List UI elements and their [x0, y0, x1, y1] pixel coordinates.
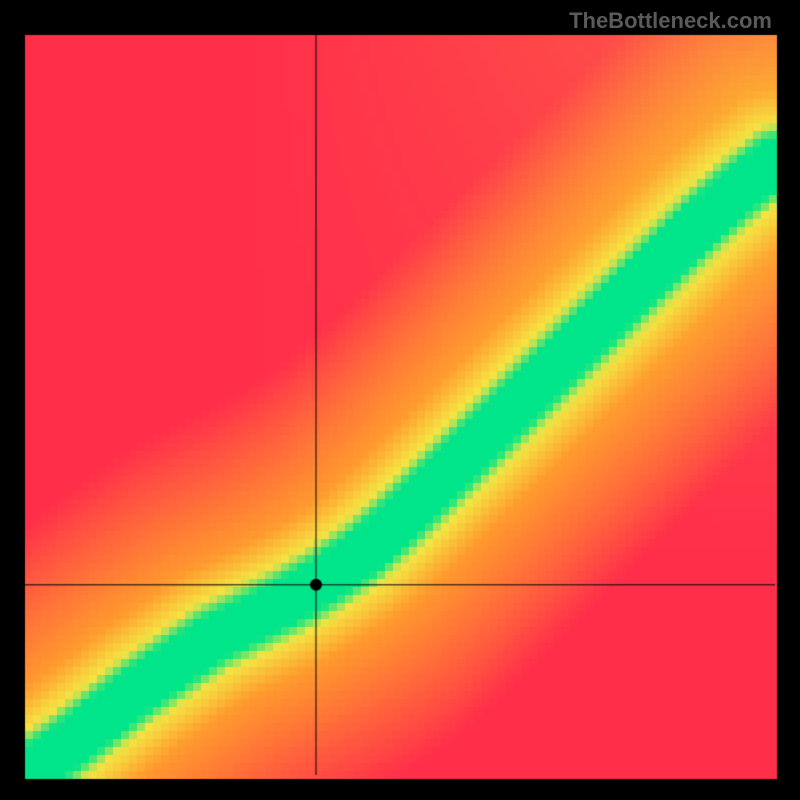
- chart-container: TheBottleneck.com: [0, 0, 800, 800]
- bottleneck-heatmap: [0, 0, 800, 800]
- watermark-text: TheBottleneck.com: [569, 8, 772, 34]
